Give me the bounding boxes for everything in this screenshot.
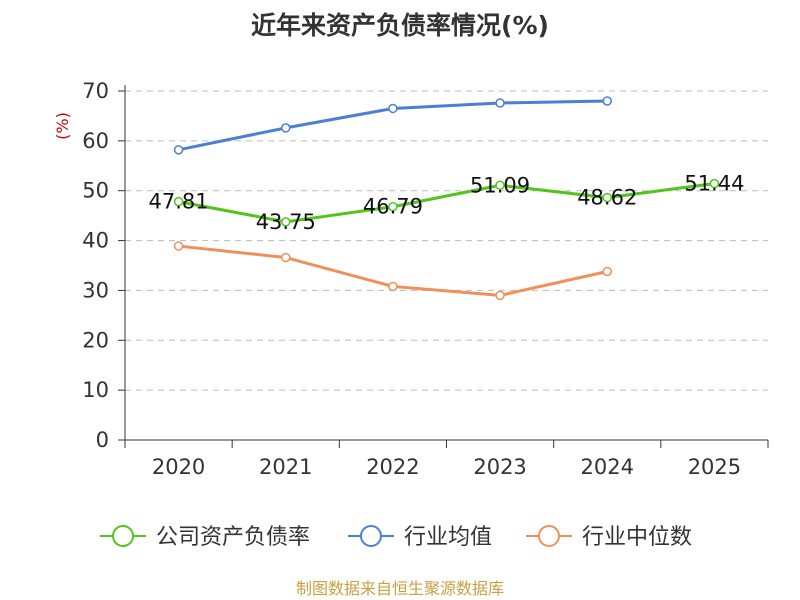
data-point [495, 180, 505, 191]
y-axis-label: (%) [53, 112, 72, 140]
y-tick-label: 50 [82, 179, 109, 203]
legend-label: 公司资产负债率 [156, 525, 310, 550]
legend-label: 行业中位数 [582, 525, 692, 550]
data-point [281, 217, 291, 227]
y-tick-label: 40 [82, 229, 109, 253]
y-tick-label: 60 [82, 129, 109, 153]
data-point [388, 103, 398, 114]
data-point [495, 98, 505, 108]
data-point [388, 201, 398, 212]
y-tick-label: 20 [82, 328, 109, 352]
data-point [173, 196, 184, 207]
data-point [602, 192, 612, 203]
data-point [495, 290, 505, 301]
x-tick-label: 2022 [366, 455, 419, 479]
legend-marker [360, 525, 382, 547]
legend-marker [538, 525, 560, 547]
legend: 公司资产负债率 行业均值 行业中位数 [100, 525, 692, 550]
chart-title: 近年来资产负债率情况(%) [251, 11, 549, 40]
data-point [173, 241, 184, 251]
axes: 0 10 20 30 40 50 60 70 2020 2021 2022 2023 2024 2025 [82, 79, 769, 479]
x-tick-label: 2023 [473, 455, 526, 479]
grid-lines [125, 90, 768, 391]
data-label: 48.62 [577, 186, 637, 210]
x-tick-label: 2025 [688, 455, 741, 479]
data-point [602, 96, 612, 106]
data-labels: 47.81 43.75 46.79 51.09 48.62 51.44 [149, 172, 745, 234]
legend-marker [112, 525, 134, 547]
data-label: 51.09 [470, 173, 530, 197]
series-lines [173, 96, 720, 301]
y-tick-label: 30 [82, 278, 109, 302]
data-point [709, 178, 720, 189]
data-point [173, 145, 184, 155]
data-point [281, 123, 291, 133]
x-tick-label: 2020 [152, 455, 205, 479]
data-label: 51.44 [684, 172, 744, 196]
x-tick-label: 2024 [581, 455, 634, 479]
data-point [281, 252, 291, 263]
y-tick-label: 70 [82, 79, 109, 103]
series-line [178, 182, 715, 224]
data-label: 43.75 [256, 210, 316, 234]
x-tick-label: 2021 [259, 455, 312, 479]
y-tick-label: 0 [96, 428, 109, 452]
data-label: 46.79 [363, 195, 423, 219]
data-label: 47.81 [149, 190, 209, 214]
data-point [602, 266, 612, 277]
data-point [388, 281, 398, 292]
legend-label: 行业均值 [404, 525, 492, 550]
source-note: 制图数据来自恒生聚源数据库 [296, 579, 504, 598]
y-tick-label: 10 [82, 378, 109, 402]
